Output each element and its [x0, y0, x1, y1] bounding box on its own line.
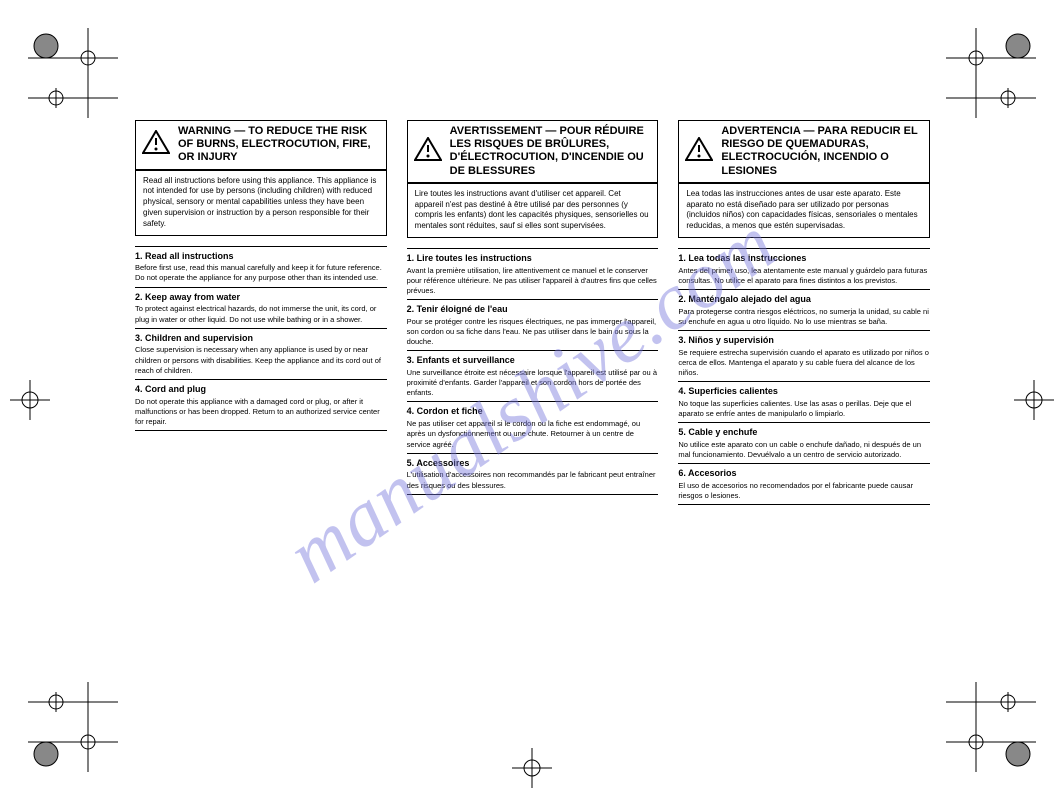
section: 1. Lea todas las instruccionesAntes del … — [678, 248, 930, 289]
reg-mark-bottom-left — [28, 682, 118, 772]
section: 1. Read all instructionsBefore first use… — [135, 246, 387, 287]
warning-box: WARNING — TO REDUCE THE RISK OF BURNS, E… — [135, 120, 387, 236]
reg-mark-bottom-right — [946, 682, 1036, 772]
warning-icon — [685, 137, 713, 166]
section-title: 3. Enfants et surveillance — [407, 354, 659, 367]
section: 3. Enfants et surveillanceUne surveillan… — [407, 350, 659, 401]
section-title: 4. Cord and plug — [135, 383, 387, 396]
section: 4. Superficies calientesNo toque las sup… — [678, 381, 930, 422]
section: 3. Niños y supervisiónSe requiere estrec… — [678, 330, 930, 381]
section: 4. Cordon et ficheNe pas utiliser cet ap… — [407, 401, 659, 452]
warning-icon — [414, 137, 442, 166]
section-body: To protect against electrical hazards, d… — [135, 303, 387, 324]
section-body: Pour se protéger contre les risques élec… — [407, 316, 659, 347]
reg-mark-bottom-center — [512, 748, 552, 788]
section-title: 1. Read all instructions — [135, 250, 387, 263]
warning-header: WARNING — TO REDUCE THE RISK OF BURNS, E… — [136, 121, 386, 171]
section-title: 2. Manténgalo alejado del agua — [678, 293, 930, 306]
reg-mark-top-right — [946, 28, 1036, 118]
section-title: 5. Accessoires — [407, 457, 659, 470]
section-title: 3. Niños y supervisión — [678, 334, 930, 347]
warning-header-text: WARNING — TO REDUCE THE RISK OF BURNS, E… — [178, 125, 380, 165]
section-title: 4. Superficies calientes — [678, 385, 930, 398]
section-body: Une surveillance étroite est nécessaire … — [407, 367, 659, 398]
section: 3. Children and supervisionClose supervi… — [135, 328, 387, 379]
column-es: ADVERTENCIA — PARA REDUCIR EL RIESGO DE … — [678, 120, 930, 505]
reg-mark-right — [1014, 380, 1054, 420]
section: 2. Manténgalo alejado del aguaPara prote… — [678, 289, 930, 330]
section: 4. Cord and plugDo not operate this appl… — [135, 379, 387, 431]
warning-header-text: AVERTISSEMENT — POUR RÉDUIRE LES RISQUES… — [450, 125, 652, 178]
warning-icon — [142, 130, 170, 159]
section-body: Do not operate this appliance with a dam… — [135, 396, 387, 427]
section-title: 3. Children and supervision — [135, 332, 387, 345]
section-title: 4. Cordon et fiche — [407, 405, 659, 418]
section-body: No utilice este aparato con un cable o e… — [678, 439, 930, 460]
section-title: 1. Lire toutes les instructions — [407, 252, 659, 265]
section-body: Se requiere estrecha supervisión cuando … — [678, 347, 930, 378]
section-body: Close supervision is necessary when any … — [135, 344, 387, 375]
warning-box: ADVERTENCIA — PARA REDUCIR EL RIESGO DE … — [678, 120, 930, 238]
warning-body: Lea todas las instrucciones antes de usa… — [679, 184, 929, 237]
section-body: Para protegerse contra riesgos eléctrico… — [678, 306, 930, 327]
warning-body: Read all instructions before using this … — [136, 171, 386, 235]
section: 1. Lire toutes les instructionsAvant la … — [407, 248, 659, 299]
section: 2. Keep away from waterTo protect agains… — [135, 287, 387, 328]
section: 5. Cable y enchufeNo utilice este aparat… — [678, 422, 930, 463]
section-body: Antes del primer uso, lea atentamente es… — [678, 265, 930, 286]
section-title: 6. Accesorios — [678, 467, 930, 480]
warning-body: Lire toutes les instructions avant d'uti… — [408, 184, 658, 237]
section-body: Avant la première utilisation, lire atte… — [407, 265, 659, 296]
section-body: Ne pas utiliser cet appareil si le cordo… — [407, 418, 659, 449]
section-title: 5. Cable y enchufe — [678, 426, 930, 439]
section-body: El uso de accesorios no recomendados por… — [678, 480, 930, 501]
section: 2. Tenir éloigné de l'eauPour se protége… — [407, 299, 659, 350]
reg-mark-top-left — [28, 28, 118, 118]
warning-box: AVERTISSEMENT — POUR RÉDUIRE LES RISQUES… — [407, 120, 659, 238]
section-title: 2. Tenir éloigné de l'eau — [407, 303, 659, 316]
section: 6. AccesoriosEl uso de accesorios no rec… — [678, 463, 930, 505]
column-en: WARNING — TO REDUCE THE RISK OF BURNS, E… — [135, 120, 387, 505]
warning-header: AVERTISSEMENT — POUR RÉDUIRE LES RISQUES… — [408, 121, 658, 184]
warning-header: ADVERTENCIA — PARA REDUCIR EL RIESGO DE … — [679, 121, 929, 184]
column-fr: AVERTISSEMENT — POUR RÉDUIRE LES RISQUES… — [407, 120, 659, 505]
section-body: L'utilisation d'accessoires non recomman… — [407, 469, 659, 490]
section-body: No toque las superficies calientes. Use … — [678, 398, 930, 419]
warning-header-text: ADVERTENCIA — PARA REDUCIR EL RIESGO DE … — [721, 125, 923, 178]
page-content: WARNING — TO REDUCE THE RISK OF BURNS, E… — [135, 120, 930, 505]
reg-mark-left — [10, 380, 50, 420]
section: 5. AccessoiresL'utilisation d'accessoire… — [407, 453, 659, 495]
section-body: Before first use, read this manual caref… — [135, 262, 387, 283]
section-title: 1. Lea todas las instrucciones — [678, 252, 930, 265]
section-title: 2. Keep away from water — [135, 291, 387, 304]
